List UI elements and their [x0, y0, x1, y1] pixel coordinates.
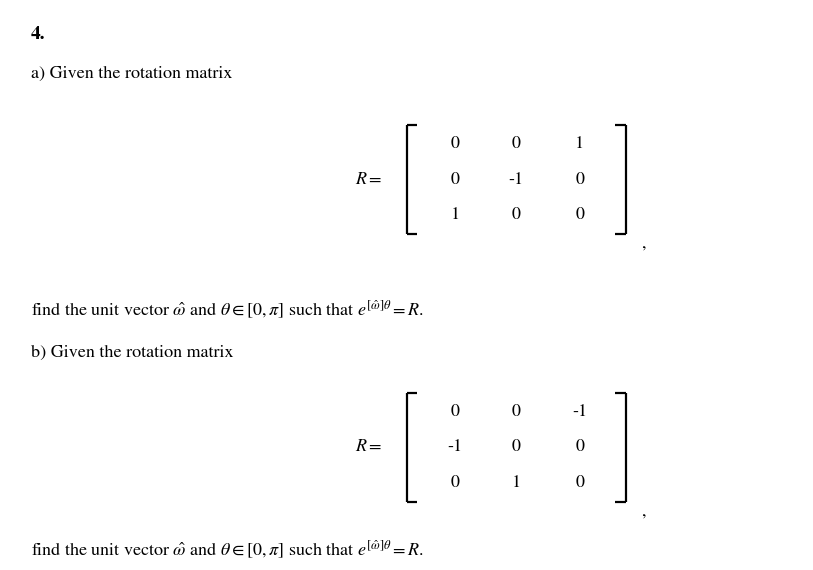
Text: 0: 0	[451, 172, 459, 188]
Text: 0: 0	[512, 136, 520, 152]
Text: 0: 0	[512, 207, 520, 223]
Text: 1: 1	[450, 207, 460, 223]
Text: 0: 0	[451, 136, 459, 152]
Text: 0: 0	[576, 207, 584, 223]
Text: 1: 1	[511, 475, 521, 491]
Text: -1: -1	[448, 439, 463, 455]
Text: $R=$: $R=$	[354, 439, 382, 455]
Text: 0: 0	[512, 404, 520, 420]
Text: 0: 0	[451, 475, 459, 491]
Text: -1: -1	[572, 404, 587, 420]
Text: 4.: 4.	[31, 26, 46, 43]
Text: 0: 0	[576, 172, 584, 188]
Text: b) Given the rotation matrix: b) Given the rotation matrix	[31, 345, 233, 361]
Text: 1: 1	[575, 136, 585, 152]
Text: 0: 0	[576, 475, 584, 491]
Text: ,: ,	[641, 504, 646, 520]
Text: -1: -1	[509, 172, 524, 188]
Text: a) Given the rotation matrix: a) Given the rotation matrix	[31, 66, 233, 82]
Text: ,: ,	[641, 237, 646, 253]
Text: find the unit vector $\hat{\omega}$ and $\theta \in [0, \pi]$ such that $e^{[\ha: find the unit vector $\hat{\omega}$ and …	[31, 539, 424, 561]
Text: 0: 0	[451, 404, 459, 420]
Text: $R=$: $R=$	[354, 172, 382, 188]
Text: 0: 0	[512, 439, 520, 455]
Text: 0: 0	[576, 439, 584, 455]
Text: find the unit vector $\hat{\omega}$ and $\theta \in [0, \pi]$ such that $e^{[\ha: find the unit vector $\hat{\omega}$ and …	[31, 299, 424, 321]
